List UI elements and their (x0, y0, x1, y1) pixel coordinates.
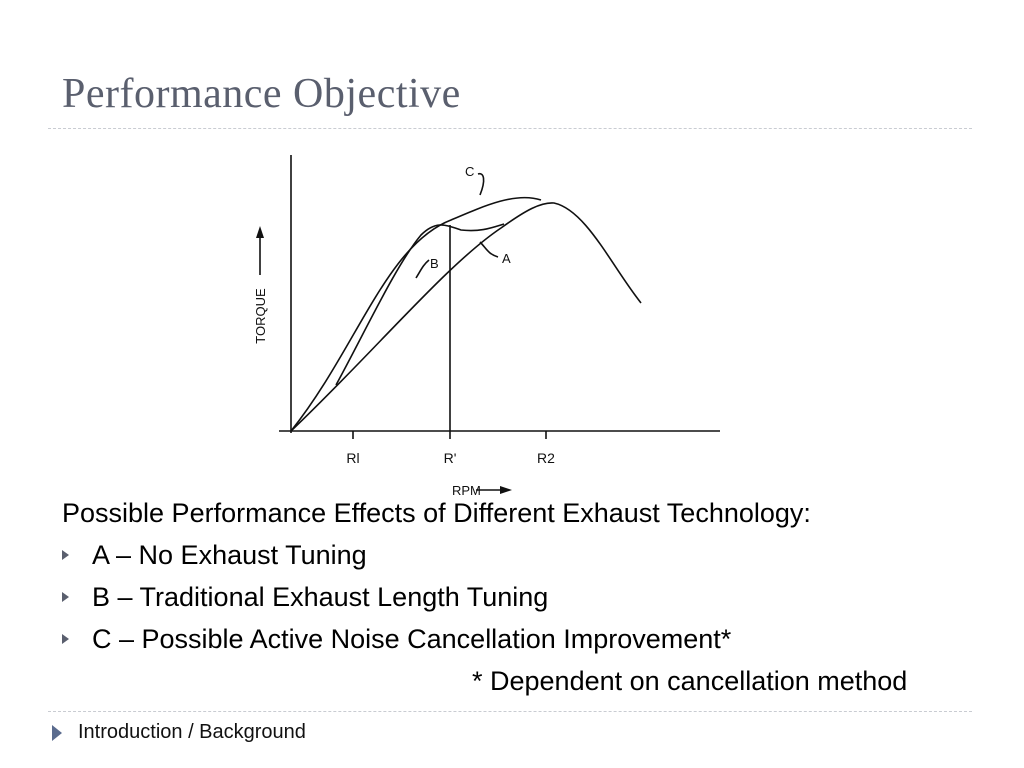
tick-label-r2: R2 (537, 450, 555, 466)
body-intro: Possible Performance Effects of Differen… (62, 498, 811, 528)
leader-b (415, 259, 430, 279)
slide-title: Performance Objective (62, 71, 461, 117)
tick-label-r1: Rl (346, 450, 359, 466)
triangle-bullet-icon (62, 550, 69, 560)
triangle-footer-icon (52, 725, 62, 741)
bullet-text: A – No Exhaust Tuning (92, 540, 367, 570)
triangle-bullet-icon (62, 592, 69, 602)
bullet-item: A – No Exhaust Tuning (62, 534, 962, 576)
bullet-list: A – No Exhaust Tuning B – Traditional Ex… (62, 534, 962, 660)
torque-rpm-svg: C A B Rl R' R2 RPM TORQUE (253, 155, 720, 498)
slide-body: Possible Performance Effects of Differen… (62, 492, 962, 698)
curve-label-a: A (502, 251, 511, 266)
bullet-item: B – Traditional Exhaust Length Tuning (62, 576, 962, 618)
title-divider (48, 128, 972, 129)
curve-a (290, 202, 642, 432)
bullet-text: B – Traditional Exhaust Length Tuning (92, 582, 549, 612)
leader-a (479, 241, 499, 258)
curve-c (290, 196, 542, 432)
footnote: * Dependent on cancellation method (472, 666, 908, 696)
bullet-item: C – Possible Active Noise Cancellation I… (62, 618, 962, 660)
torque-rpm-diagram: C A B Rl R' R2 RPM TORQUE (236, 150, 736, 500)
triangle-bullet-icon (62, 634, 69, 644)
curve-label-b: B (430, 256, 439, 271)
rpm-arrow-head (500, 486, 512, 494)
footer-divider (48, 711, 972, 712)
leader-c (477, 172, 485, 196)
y-axis-label: TORQUE (253, 288, 268, 344)
curve-label-c: C (465, 164, 474, 179)
footer-section-label: Introduction / Background (78, 721, 306, 743)
torque-arrow-head (256, 226, 264, 238)
x-axis-label: RPM (452, 483, 481, 498)
curve-b (335, 223, 505, 386)
tick-label-r-prime: R' (444, 450, 457, 466)
bullet-text: C – Possible Active Noise Cancellation I… (92, 624, 732, 654)
